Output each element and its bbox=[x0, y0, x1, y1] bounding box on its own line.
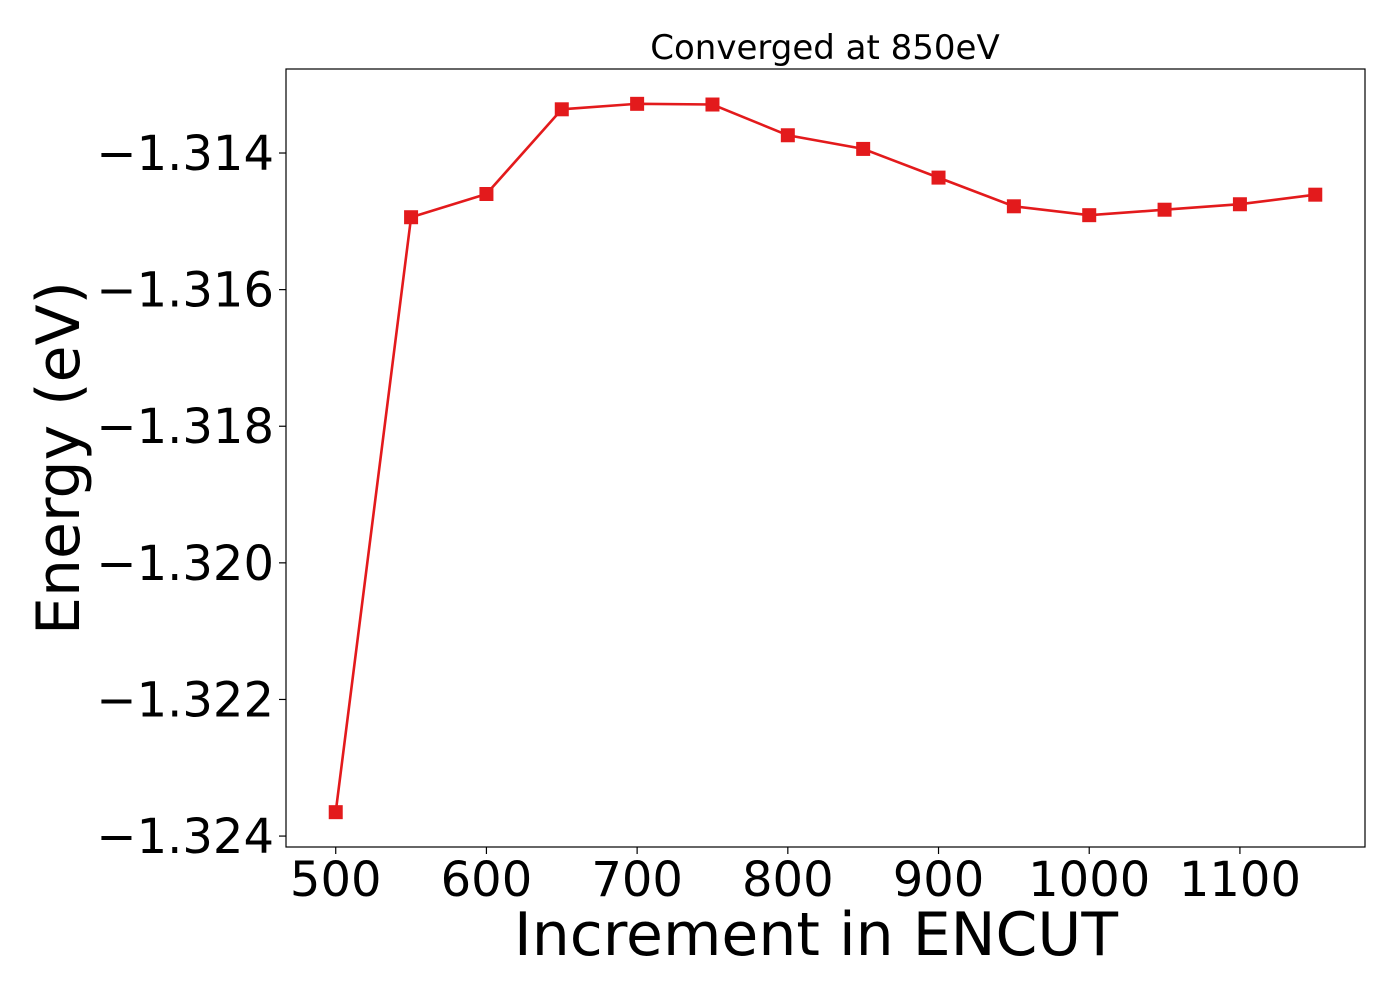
x-tick-label: 900 bbox=[893, 852, 985, 908]
y-tick-label: −1.316 bbox=[96, 263, 274, 319]
data-point-marker bbox=[630, 96, 645, 111]
x-axis-label: Increment in ENCUT bbox=[514, 900, 1118, 970]
data-point-marker bbox=[1082, 208, 1097, 223]
x-tick-label: 500 bbox=[290, 852, 382, 908]
y-tick-label: −1.322 bbox=[96, 672, 274, 728]
y-axis-label: Energy (eV) bbox=[24, 281, 94, 635]
data-point-marker bbox=[1157, 202, 1172, 217]
data-point-marker bbox=[856, 141, 871, 156]
y-tick-label: −1.314 bbox=[96, 126, 274, 182]
x-tick-label: 600 bbox=[441, 852, 533, 908]
x-tick-label: 800 bbox=[742, 852, 834, 908]
y-tick-label: −1.320 bbox=[96, 536, 274, 592]
data-point-marker bbox=[780, 128, 795, 143]
x-tick-label: 700 bbox=[591, 852, 683, 908]
data-point-marker bbox=[1232, 197, 1247, 212]
data-point-marker bbox=[479, 186, 494, 201]
series-line bbox=[334, 102, 1316, 813]
y-tick-label: −1.318 bbox=[96, 399, 274, 455]
chart-title: Converged at 850eV bbox=[650, 28, 999, 68]
y-axis: −1.314 −1.316 −1.318 −1.320 −1.322 −1.324 bbox=[96, 126, 286, 865]
x-tick-label: 1100 bbox=[1179, 852, 1301, 908]
data-point-marker bbox=[1308, 187, 1323, 202]
data-point-marker bbox=[931, 170, 946, 185]
data-point-marker bbox=[328, 805, 343, 820]
data-point-marker bbox=[1006, 199, 1021, 214]
data-point-marker bbox=[404, 210, 419, 225]
plot-frame bbox=[285, 68, 1366, 848]
x-axis: 500 600 700 800 900 1000 1100 bbox=[290, 847, 1301, 908]
x-tick-label: 1000 bbox=[1028, 852, 1150, 908]
data-point-marker bbox=[705, 97, 720, 112]
data-point-marker bbox=[554, 102, 569, 117]
y-tick-label: −1.324 bbox=[96, 809, 274, 865]
